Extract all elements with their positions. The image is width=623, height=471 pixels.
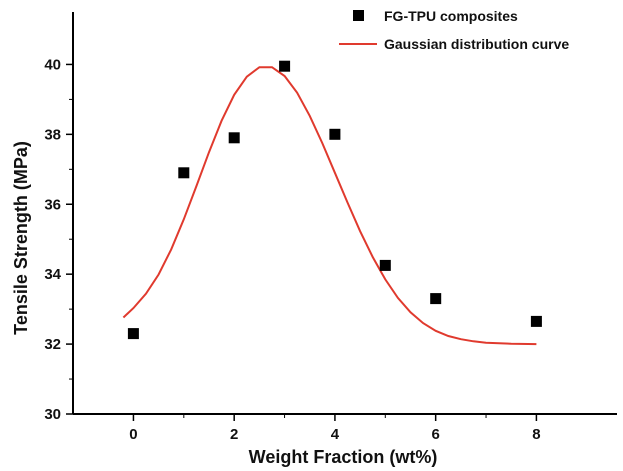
x-tick-label: 4 bbox=[331, 426, 340, 443]
y-tick-label: 38 bbox=[44, 126, 61, 143]
legend: FG-TPU composites Gaussian distribution … bbox=[339, 8, 569, 52]
data-point bbox=[178, 167, 190, 179]
x-tick-label: 2 bbox=[230, 426, 238, 443]
x-tick-label: 8 bbox=[532, 426, 540, 443]
x-tick-label: 6 bbox=[431, 426, 439, 443]
curve-layer bbox=[122, 66, 537, 346]
y-tick-label: 40 bbox=[44, 56, 61, 73]
data-point bbox=[228, 132, 240, 144]
y-axis-title: Tensile Strength (MPa) bbox=[11, 141, 31, 335]
y-tick-label: 36 bbox=[44, 196, 61, 213]
y-tick-label: 30 bbox=[44, 406, 61, 423]
data-point bbox=[530, 315, 542, 327]
x-axis-title: Weight Fraction (wt%) bbox=[249, 447, 438, 467]
points-layer bbox=[127, 60, 542, 340]
data-point bbox=[329, 128, 341, 140]
legend-label-line: Gaussian distribution curve bbox=[384, 36, 569, 52]
legend-label-scatter: FG-TPU composites bbox=[384, 8, 518, 24]
data-point bbox=[127, 328, 139, 340]
axes: 0 2 4 6 8 30 32 34 36 38 40 bbox=[44, 12, 617, 443]
y-tick-label: 34 bbox=[44, 266, 61, 283]
y-tick-label: 32 bbox=[44, 336, 61, 353]
data-point bbox=[279, 60, 291, 72]
legend-marker-scatter bbox=[353, 10, 364, 21]
x-tick-label: 0 bbox=[129, 426, 137, 443]
data-point bbox=[379, 259, 391, 271]
gaussian-curve bbox=[122, 66, 537, 346]
data-point bbox=[430, 293, 442, 305]
